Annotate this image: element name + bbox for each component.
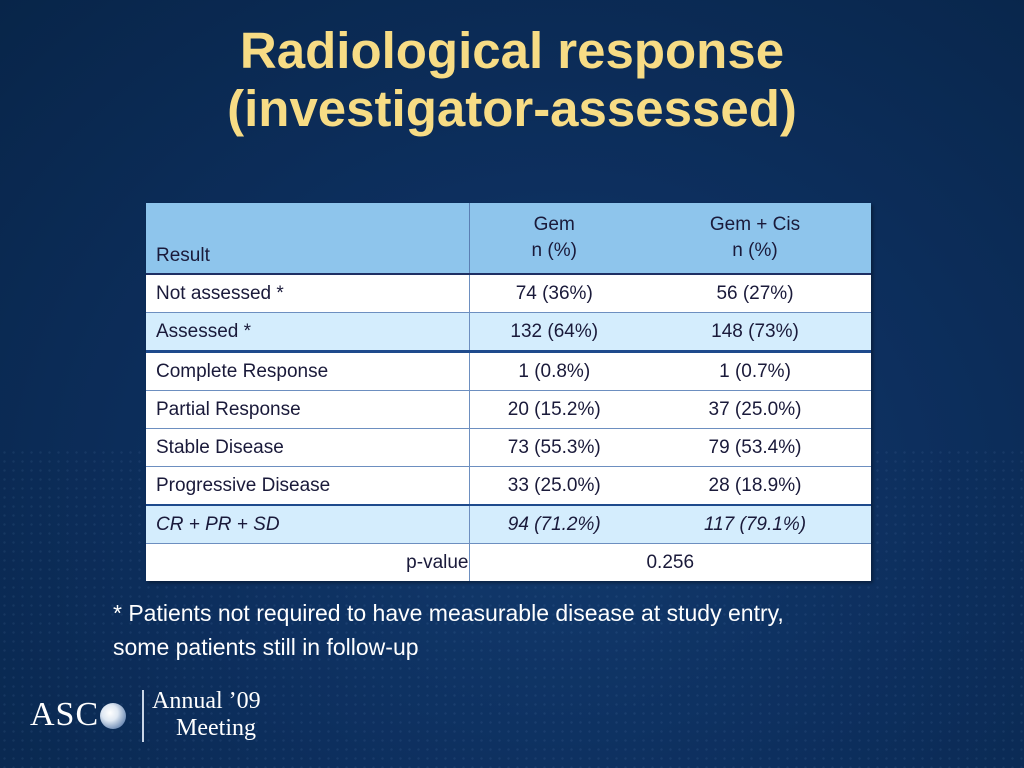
annual-text: Annual ’09 xyxy=(152,688,261,714)
logo-divider xyxy=(142,690,144,742)
header-gem-unit: n (%) xyxy=(531,240,577,261)
title-line-2: (investigator-assessed) xyxy=(227,80,797,137)
row-label: Not assessed * xyxy=(146,274,470,313)
cell-gem: 1 (0.8%) xyxy=(469,351,639,391)
cell-gem-cis: 56 (27%) xyxy=(639,274,871,313)
cell-gem: 94 (71.2%) xyxy=(469,504,639,544)
footnote: * Patients not required to have measurab… xyxy=(113,596,993,664)
asco-annual-meeting-logo: ASC Annual ’09 Meeting xyxy=(30,688,290,748)
header-gem-cis-unit: n (%) xyxy=(732,240,778,261)
row-label: Stable Disease xyxy=(146,428,470,467)
p-value: 0.256 xyxy=(469,543,871,581)
cell-gem-cis: 28 (18.9%) xyxy=(639,466,871,506)
table-row-p-value: p-value 0.256 xyxy=(146,543,871,581)
row-label: Assessed * xyxy=(146,312,470,353)
header-gem-cis: Gem + Cis n (%) xyxy=(639,203,871,275)
meeting-text: Meeting xyxy=(176,715,256,741)
cell-gem-cis: 79 (53.4%) xyxy=(639,428,871,467)
table-header-row: Result Gem n (%) Gem + Cis n (%) xyxy=(146,203,871,275)
row-label: CR + PR + SD xyxy=(146,504,470,544)
table-row-cr-pr-sd: CR + PR + SD 94 (71.2%) 117 (79.1%) xyxy=(146,504,871,544)
row-label: Complete Response xyxy=(146,351,470,391)
cell-gem: 132 (64%) xyxy=(469,312,639,353)
asco-text: ASC xyxy=(30,696,100,733)
p-value-label: p-value xyxy=(146,543,470,581)
slide-title: Radiological response (investigator-asse… xyxy=(0,22,1024,138)
cell-gem-cis: 148 (73%) xyxy=(639,312,871,353)
cell-gem: 33 (25.0%) xyxy=(469,466,639,506)
header-result: Result xyxy=(146,203,470,275)
radiological-response-table: Result Gem n (%) Gem + Cis n (%) Not ass… xyxy=(146,203,871,581)
row-label: Partial Response xyxy=(146,390,470,429)
globe-icon xyxy=(100,703,127,729)
header-gem-cis-name: Gem + Cis xyxy=(709,214,801,235)
table-row-partial-response: Partial Response 20 (15.2%) 37 (25.0%) xyxy=(146,390,871,429)
table-row-progressive-disease: Progressive Disease 33 (25.0%) 28 (18.9%… xyxy=(146,466,871,506)
header-gem-name: Gem xyxy=(533,214,575,235)
table-row-complete-response: Complete Response 1 (0.8%) 1 (0.7%) xyxy=(146,351,871,391)
cell-gem: 73 (55.3%) xyxy=(469,428,639,467)
footnote-line-1: * Patients not required to have measurab… xyxy=(113,600,784,626)
title-line-1: Radiological response xyxy=(239,22,785,79)
table-row-not-assessed: Not assessed * 74 (36%) 56 (27%) xyxy=(146,274,871,313)
row-label: Progressive Disease xyxy=(146,466,470,506)
cell-gem: 20 (15.2%) xyxy=(469,390,639,429)
cell-gem-cis: 37 (25.0%) xyxy=(639,390,871,429)
cell-gem: 74 (36%) xyxy=(469,274,639,313)
table-row-assessed: Assessed * 132 (64%) 148 (73%) xyxy=(146,312,871,353)
footnote-line-2: some patients still in follow-up xyxy=(113,634,419,660)
cell-gem-cis: 1 (0.7%) xyxy=(639,351,871,391)
asco-wordmark: ASC xyxy=(30,696,127,734)
header-gem: Gem n (%) xyxy=(469,203,639,275)
cell-gem-cis: 117 (79.1%) xyxy=(639,504,871,544)
table-row-stable-disease: Stable Disease 73 (55.3%) 79 (53.4%) xyxy=(146,428,871,467)
